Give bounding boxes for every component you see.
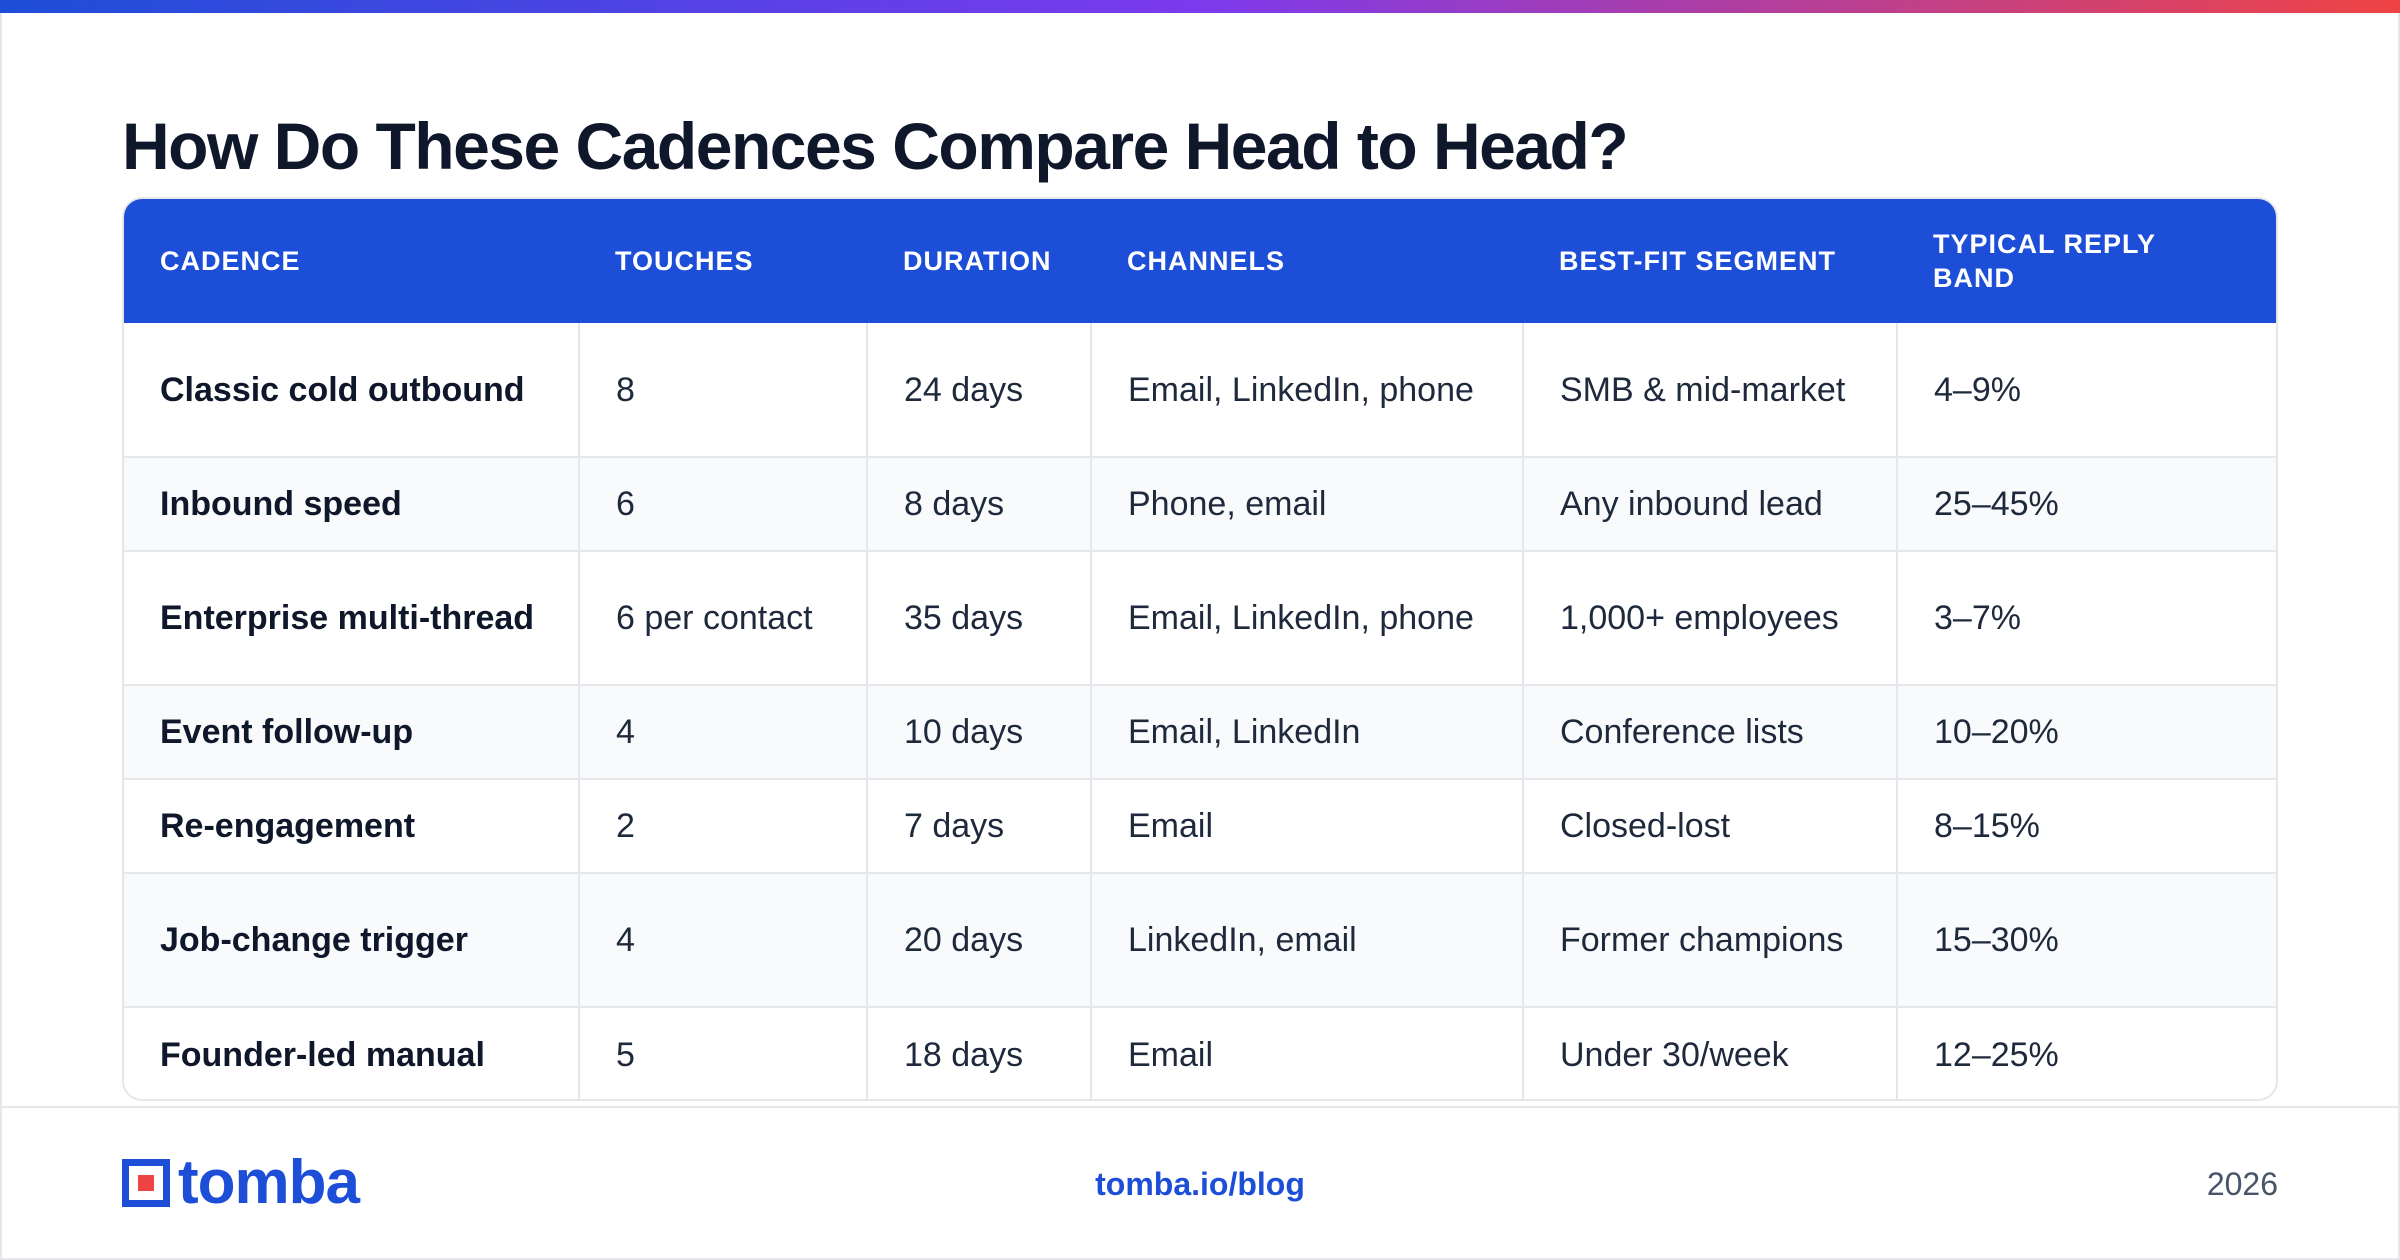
table-row: Enterprise multi-thread 6 per contact 35… xyxy=(124,550,2276,685)
cell-duration: 35 days xyxy=(867,550,1092,685)
cell-touches: 4 xyxy=(579,684,868,779)
cell-reply-band: 4–9% xyxy=(1934,370,2021,409)
cell-channels: Email xyxy=(1091,778,1524,873)
header-duration: DURATION xyxy=(867,199,1091,323)
table-header-row: CADENCE TOUCHES DURATION CHANNELS BEST-F… xyxy=(124,199,2276,323)
footer-divider xyxy=(0,1106,2400,1108)
cell-reply-band: 12–25% xyxy=(1897,1006,2276,1099)
table-row: Inbound speed 6 8 days Phone, email Any … xyxy=(124,456,2276,551)
cell-cadence: Inbound speed xyxy=(124,456,580,551)
cell-cadence: Job-change trigger xyxy=(124,872,580,1007)
cell-duration: 10 days xyxy=(867,684,1092,779)
cell-touches: 5 xyxy=(579,1006,868,1099)
page-title: How Do These Cadences Compare Head to He… xyxy=(122,109,1629,183)
cell-cadence: Founder-led manual xyxy=(124,1006,580,1099)
tomba-logo-icon xyxy=(122,1159,170,1207)
cell-duration: 20 days xyxy=(867,872,1092,1007)
header-cadence: CADENCE xyxy=(124,199,579,323)
cell-duration: 7 days xyxy=(867,778,1092,873)
cell-touches: 6 per contact xyxy=(579,550,868,685)
header-best-fit-segment: BEST-FIT SEGMENT xyxy=(1523,199,1897,323)
cell-segment: Closed-lost xyxy=(1523,778,1898,873)
cell-touches: 8 xyxy=(579,323,868,457)
table-row: Classic cold outbound 8 24 days Email, L… xyxy=(124,323,2276,457)
cell-reply-band: 10–20% xyxy=(1897,684,2276,779)
header-channels: CHANNELS xyxy=(1091,199,1523,323)
table-row: Job-change trigger 4 20 days LinkedIn, e… xyxy=(124,872,2276,1007)
tomba-logo-text: tomba xyxy=(178,1148,360,1217)
cell-cadence: Event follow-up xyxy=(124,684,580,779)
cell-segment: Any inbound lead xyxy=(1523,456,1898,551)
cell-touches: 2 xyxy=(579,778,868,873)
table-row: Re-engagement 2 7 days Email Closed-lost… xyxy=(124,778,2276,873)
cell-cadence: Classic cold outbound xyxy=(124,323,580,457)
cell-cadence: Re-engagement xyxy=(124,778,580,873)
cell-reply-band: 3–7% xyxy=(1897,550,2276,685)
cell-duration: 8 days xyxy=(867,456,1092,551)
tomba-logo[interactable]: tomba xyxy=(122,1148,360,1217)
cell-segment: Former champions xyxy=(1523,872,1898,1007)
header-touches: TOUCHES xyxy=(579,199,867,323)
comparison-table: CADENCE TOUCHES DURATION CHANNELS BEST-F… xyxy=(124,199,2276,1099)
cell-reply-band: 25–45% xyxy=(1897,456,2276,551)
cell-segment: 1,000+ employees xyxy=(1523,550,1898,685)
blog-link[interactable]: tomba.io/blog xyxy=(1095,1166,1305,1202)
cell-channels: Email, LinkedIn, phone xyxy=(1091,550,1524,685)
cell-channels: Email xyxy=(1091,1006,1524,1099)
top-gradient-bar xyxy=(0,0,2400,13)
cell-segment: Under 30/week xyxy=(1523,1006,1898,1099)
cell-segment: SMB & mid-market xyxy=(1523,323,1898,457)
cell-touches: 6 xyxy=(579,456,868,551)
cell-channels: Email, LinkedIn, phone xyxy=(1091,323,1524,457)
cell-channels: LinkedIn, email xyxy=(1091,872,1524,1007)
cell-cadence: Enterprise multi-thread xyxy=(124,550,580,685)
table-row: Event follow-up 4 10 days Email, LinkedI… xyxy=(124,684,2276,779)
cell-segment: Conference lists xyxy=(1523,684,1898,779)
comparison-table-container: CADENCE TOUCHES DURATION CHANNELS BEST-F… xyxy=(122,197,2278,1101)
cell-reply-band: 15–30% xyxy=(1897,872,2276,1007)
cell-channels: Phone, email xyxy=(1091,456,1524,551)
cell-duration: 24 days xyxy=(867,323,1092,457)
cell-channels: Email, LinkedIn xyxy=(1091,684,1524,779)
cell-duration: 18 days xyxy=(867,1006,1092,1099)
footer-year: 2026 xyxy=(2206,1166,2278,1202)
cell-reply-band: 8–15% xyxy=(1897,778,2276,873)
header-typical-reply-band: TYPICAL REPLY BAND xyxy=(1897,199,2276,323)
cell-touches: 4 xyxy=(579,872,868,1007)
table-row: Founder-led manual 5 18 days Email Under… xyxy=(124,1006,2276,1099)
